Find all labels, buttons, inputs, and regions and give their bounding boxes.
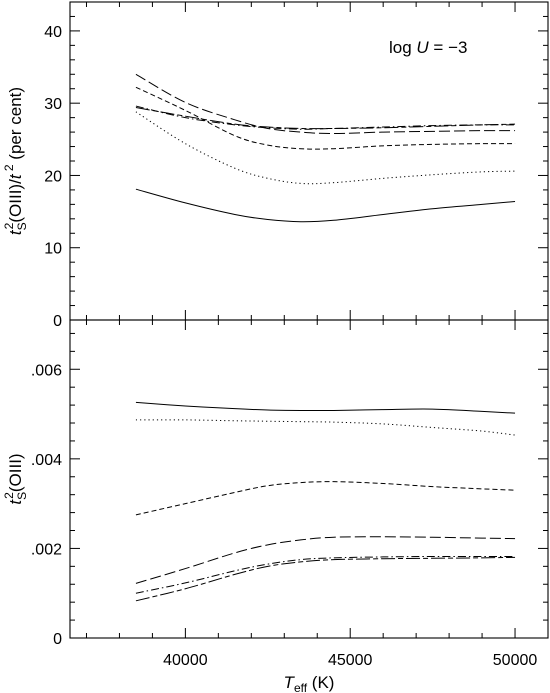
top-y-tick-label: 0 [53, 313, 62, 330]
bottom-y-tick-label: .004 [31, 452, 62, 469]
label-part: (OIII)/ [6, 179, 25, 223]
label-part: (per cent) [6, 87, 25, 164]
top-series-line-long-short [135, 107, 516, 130]
annotation-part: U [416, 38, 429, 57]
label-part: t [6, 173, 25, 179]
bottom-y-tick-label: .006 [31, 362, 62, 379]
label-superscript: 2 [2, 164, 16, 174]
bottom-y-axis-label: tS2(OIII) [2, 453, 29, 504]
top-series-line-long-dash [135, 73, 516, 135]
bottom-series-line-long-dash [135, 536, 516, 584]
top-series-line-short-dash [135, 86, 516, 150]
label-part: T [284, 673, 296, 692]
bottom-y-tick-label: .002 [31, 541, 62, 558]
top-y-tick-label: 20 [44, 168, 62, 185]
label-superscript: 2 [2, 492, 16, 499]
top-y-axis-label: tS2(OIII)/t 2 (per cent) [2, 87, 29, 235]
bottom-series-line-dot [135, 419, 516, 436]
annotation-part: = −3 [429, 38, 468, 57]
top-y-tick-label: 30 [44, 96, 62, 113]
label-part: (OIII) [6, 453, 25, 492]
label-part: (K) [307, 673, 334, 692]
bottom-x-tick-label: 45000 [328, 652, 373, 669]
label-superscript: 2 [2, 222, 16, 229]
bottom-series-line-short-dash [135, 481, 516, 516]
label-part: t [6, 499, 25, 505]
top-series-line-dot [135, 111, 516, 185]
top-y-tick-label: 10 [44, 241, 62, 258]
label-subscript: S [15, 492, 29, 500]
top-plot-frame [69, 1, 549, 321]
bottom-x-axis-label: Teff (K) [284, 673, 335, 693]
bottom-series-line-dash-dot [135, 555, 516, 594]
annotation-part: log [389, 38, 416, 57]
label-subscript: eff [294, 681, 308, 693]
bottom-y-tick-label: 0 [53, 631, 62, 648]
bottom-x-tick-label: 40000 [163, 652, 208, 669]
label-subscript: S [15, 222, 29, 230]
bottom-plot-frame [69, 319, 549, 639]
top-series-line-solid [135, 188, 516, 223]
bottom-series-line-solid [135, 401, 516, 414]
bottom-series-line-long-short [135, 556, 516, 602]
top-annotation: log U = −3 [389, 38, 467, 57]
label-part: t [6, 229, 25, 235]
top-y-tick-label: 40 [44, 24, 62, 41]
bottom-x-tick-label: 50000 [493, 652, 538, 669]
